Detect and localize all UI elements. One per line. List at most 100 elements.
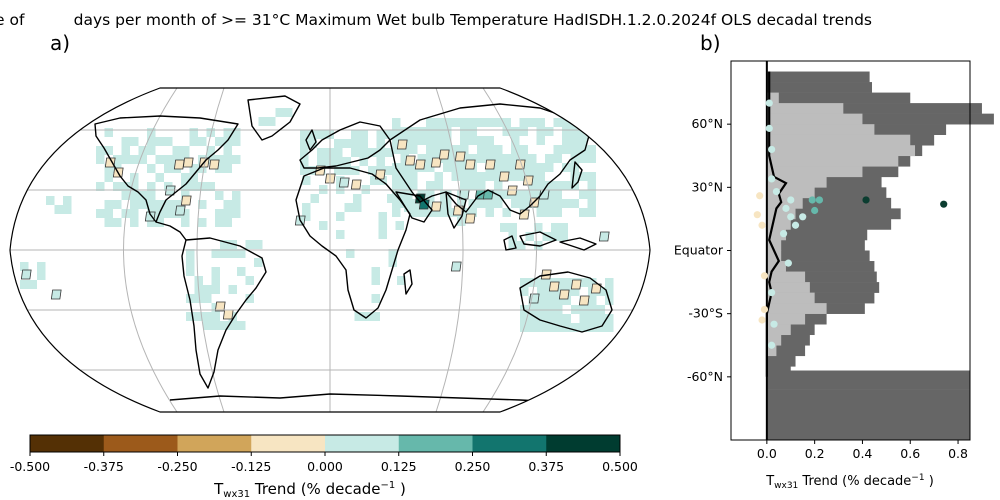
- trend-cell: [228, 312, 237, 321]
- trend-cell: [545, 181, 554, 190]
- trend-cell: [395, 221, 404, 230]
- trend-cell: [138, 200, 147, 209]
- trend-cell: [587, 127, 596, 136]
- trend-cell: [155, 173, 164, 182]
- trend-cell: [434, 136, 443, 145]
- trend-cell: [371, 294, 380, 303]
- trend-cell: [605, 278, 614, 287]
- colorbar-label-end: ): [395, 480, 406, 498]
- trend-cell: [579, 278, 588, 287]
- trend-cell: [164, 164, 173, 173]
- trend-cell: [579, 190, 588, 199]
- trend-cell: [400, 145, 409, 154]
- trend-cell: [404, 203, 413, 212]
- trend-cell: [562, 145, 571, 154]
- trend-cell: [477, 118, 486, 127]
- trend-cell: [308, 166, 317, 175]
- trend-cell: [220, 249, 229, 258]
- trend-cell: [519, 199, 528, 208]
- map-outline: [9, 87, 651, 413]
- trend-cell: [130, 182, 139, 191]
- colorbar-tick-label: 0.375: [528, 459, 564, 474]
- station-point: [758, 221, 766, 229]
- station-point: [760, 272, 769, 280]
- trend-cell: [388, 249, 397, 258]
- trend-cell: [300, 139, 309, 148]
- trend-cell: [245, 294, 254, 303]
- trend-cell: [215, 137, 224, 146]
- trend-cell: [232, 200, 241, 209]
- panel-b-xticks: 0.0 0.2 0.4 0.6 0.8: [757, 440, 968, 461]
- significant-trend-cell: [558, 289, 570, 300]
- trend-cell: [545, 314, 554, 323]
- colorbar-swatch: [251, 435, 326, 452]
- trend-cell: [440, 208, 449, 217]
- trend-cell: [378, 221, 387, 230]
- significant-trend-cell: [570, 279, 582, 290]
- trend-cell: [570, 172, 579, 181]
- panel-b-ytick-label: Equator: [674, 243, 724, 258]
- trend-cell: [553, 145, 562, 154]
- trend-cell: [417, 154, 426, 163]
- trend-cell: [545, 163, 554, 172]
- trend-cell: [130, 191, 139, 200]
- colorbar: -0.500 -0.375 -0.250 -0.125 0.000 0.125 0.250 0…: [10, 434, 638, 500]
- trend-cell: [46, 196, 55, 205]
- significant-trend-cell: [173, 159, 185, 170]
- zonal-bar: [766, 187, 815, 199]
- trend-cell: [579, 172, 588, 181]
- trend-cell: [579, 208, 588, 217]
- trend-cell: [417, 136, 426, 145]
- trend-cell: [553, 181, 562, 190]
- trend-cell: [164, 209, 173, 218]
- colorbar-label: Twx31 Trend (% decade−1 ): [213, 480, 406, 500]
- station-point: [799, 213, 807, 221]
- significant-trend-cell: [214, 301, 226, 312]
- trend-cell: [537, 314, 546, 323]
- trend-cell: [562, 314, 571, 323]
- station-point: [753, 211, 761, 219]
- panel-b-xtick-label: 0.6: [900, 446, 920, 461]
- trend-cell: [588, 278, 597, 287]
- trend-cell: [511, 172, 520, 181]
- station-point: [808, 196, 816, 204]
- trend-cell: [223, 164, 232, 173]
- trend-cell: [440, 199, 449, 208]
- trend-cell: [426, 154, 435, 163]
- trend-cell: [376, 148, 385, 157]
- trend-cell: [400, 127, 409, 136]
- trend-cell: [440, 190, 449, 199]
- trend-cell: [308, 130, 317, 139]
- trend-cell: [426, 181, 435, 190]
- trend-cell: [300, 166, 309, 175]
- trend-cell: [477, 172, 486, 181]
- trend-cell: [502, 154, 511, 163]
- station-point: [772, 187, 781, 196]
- trend-cell: [536, 208, 545, 217]
- trend-cell: [605, 314, 614, 323]
- trend-cell: [579, 323, 588, 332]
- trend-cell: [194, 276, 203, 285]
- colorbar-ticks: -0.500 -0.375 -0.250 -0.125 0.000 0.125 0.250 0…: [10, 452, 638, 474]
- trend-cell: [562, 199, 571, 208]
- trend-cell: [130, 137, 139, 146]
- trend-cell: [371, 276, 380, 285]
- trend-cell: [417, 127, 426, 136]
- colorbar-swatch: [546, 435, 621, 452]
- trend-cell: [63, 205, 72, 214]
- panel-a-label: a): [50, 31, 70, 55]
- trend-cell: [155, 200, 164, 209]
- trend-cell: [477, 199, 486, 208]
- station-point: [768, 289, 776, 297]
- trend-cell: [477, 145, 486, 154]
- trend-cell: [310, 194, 319, 203]
- zonal-bar: [766, 155, 899, 167]
- trend-cell: [334, 148, 343, 157]
- trend-cell: [113, 182, 122, 191]
- trend-cell: [342, 139, 351, 148]
- trend-cell: [351, 166, 360, 175]
- world-trend-map: [9, 87, 651, 413]
- trend-cell: [570, 154, 579, 163]
- trend-cell: [409, 136, 418, 145]
- trend-cell: [545, 278, 554, 287]
